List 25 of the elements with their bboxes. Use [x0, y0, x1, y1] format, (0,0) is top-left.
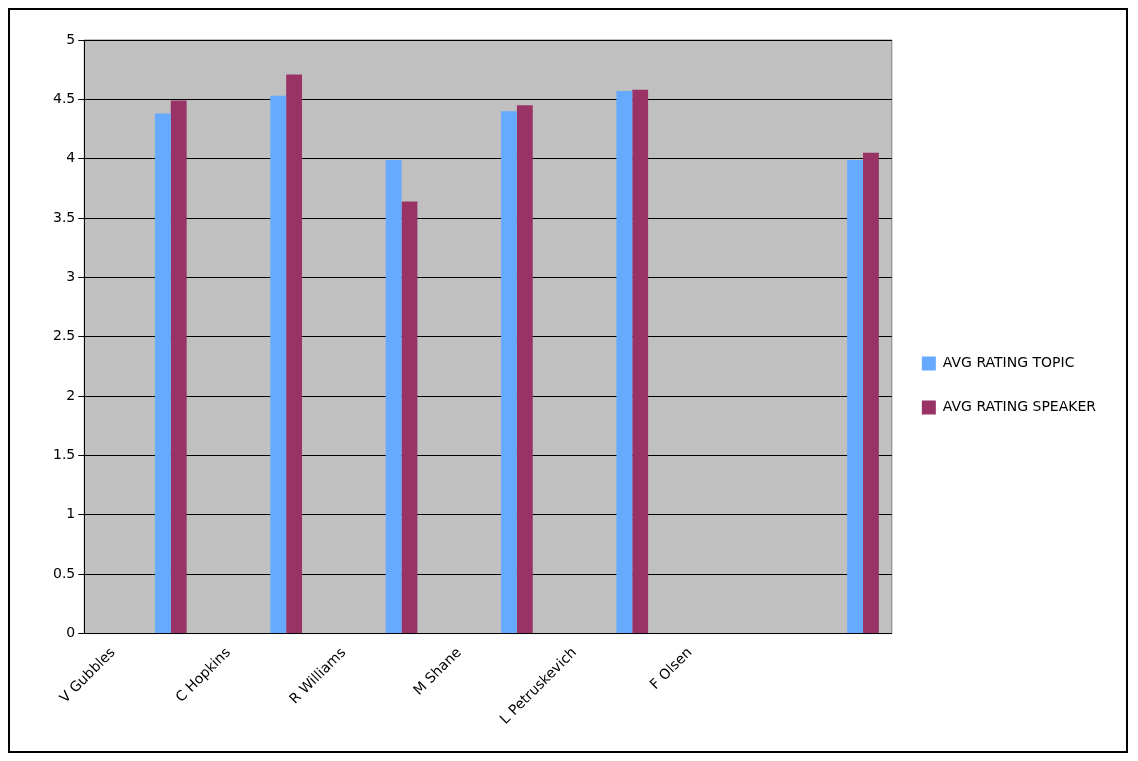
y-tick-label: 4	[66, 149, 76, 166]
legend-label: AVG RATING SPEAKER	[942, 398, 1097, 415]
y-tick-label: 0.5	[53, 564, 76, 581]
legend-label: AVG RATING TOPIC	[942, 354, 1075, 371]
bar	[286, 74, 303, 634]
y-tick-label: 3.5	[53, 208, 76, 225]
bar	[632, 89, 649, 634]
bar	[616, 91, 633, 634]
bar	[862, 152, 879, 634]
y-tick-label: 1.5	[53, 446, 76, 463]
y-tick-label: 2	[66, 386, 76, 403]
bar	[401, 201, 418, 634]
bar	[170, 100, 187, 634]
bar	[847, 159, 863, 634]
bar	[516, 105, 533, 634]
y-tick-label: 0	[66, 624, 76, 641]
y-tick-label: 3	[66, 268, 76, 285]
y-tick-label: 4.5	[53, 90, 76, 106]
bar	[154, 113, 171, 634]
y-tick-label: 5	[66, 30, 76, 47]
y-tick-label: 2.5	[53, 327, 76, 344]
bar	[501, 111, 517, 634]
bar	[385, 159, 402, 634]
bar	[270, 95, 287, 634]
y-tick-label: 1	[66, 505, 76, 522]
